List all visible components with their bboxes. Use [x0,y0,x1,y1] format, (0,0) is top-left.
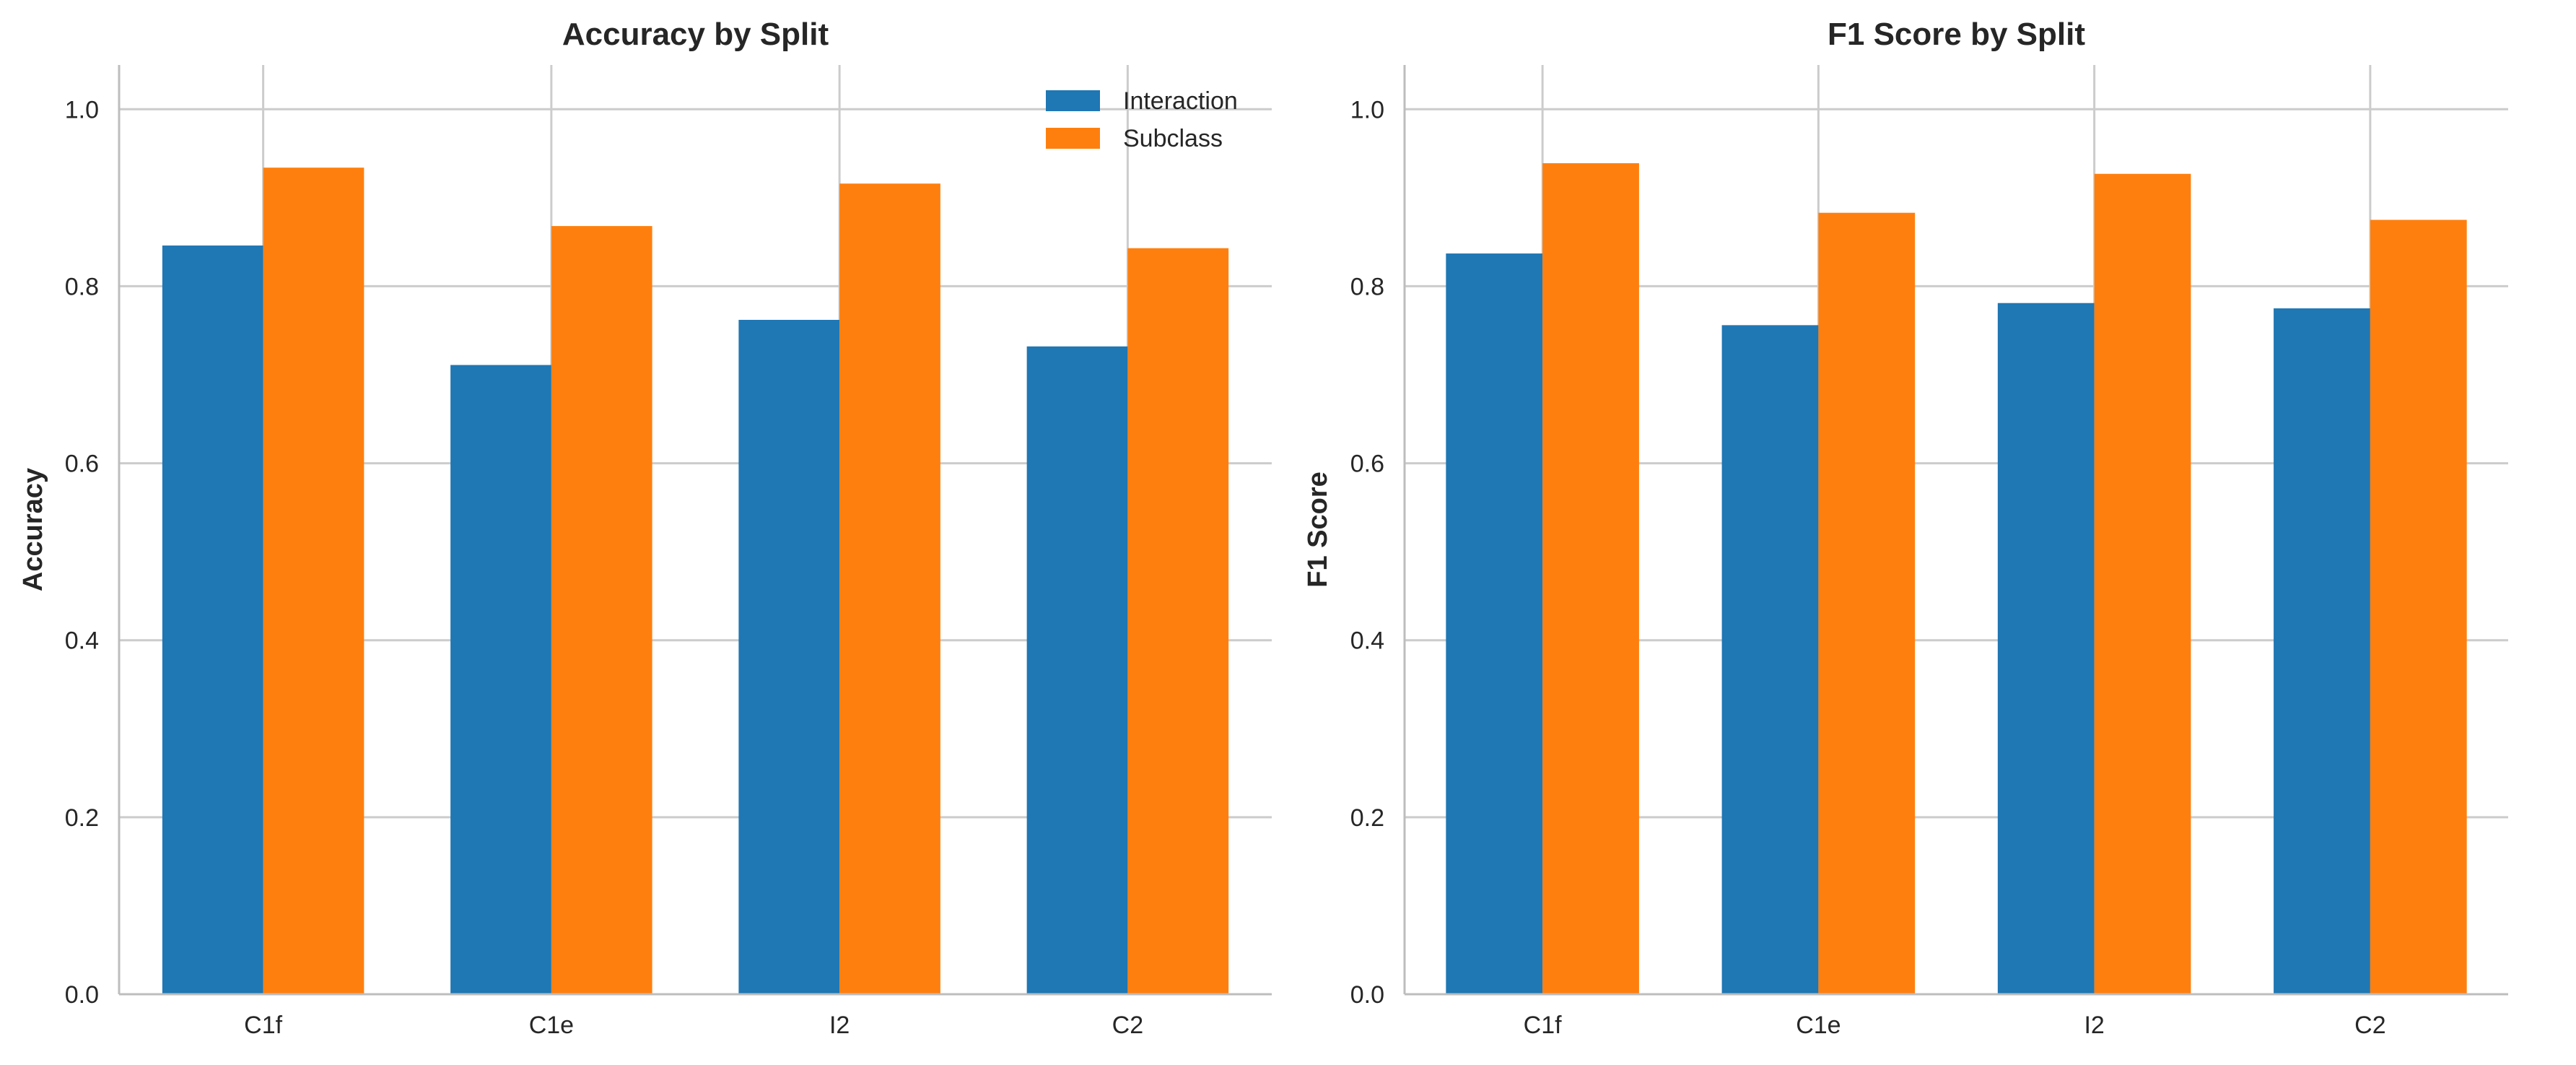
bar-subclass-c1f [263,168,364,994]
y-axis-label: F1 Score [1303,471,1333,588]
bar-interaction-i2 [1997,303,2095,994]
y-axis-label: Accuracy [18,468,48,591]
bar-subclass-c2 [1127,248,1229,994]
y-tick-label: 0.6 [1350,451,1384,478]
bar-subclass-c2 [2370,219,2467,994]
chart-panel-2: 0.0 0.2 0.4 0.6 0.8 1.0 C1f C1e I2 C2 F1 Score by … [1303,17,2508,1039]
legend: Interaction Subclass [1046,87,1238,152]
bar-interaction-i2 [738,320,840,994]
y-tick-label: 0.4 [65,627,99,655]
bar-subclass-c1e [1818,212,1916,994]
bar-subclass-c1e [551,226,652,995]
legend-label: Subclass [1123,125,1223,152]
x-tick-label: I2 [2084,1012,2104,1039]
chart-panel-1: 0.0 0.2 0.4 0.6 0.8 1.0 C1f C1e I2 C2 Accuracy by … [18,17,1272,1039]
y-tick-label: 0.4 [1350,627,1384,655]
x-tick-label: C2 [2354,1012,2385,1039]
x-tick-label: C1e [1796,1012,1841,1039]
y-tick-label: 0.0 [1350,981,1384,1009]
legend-swatch-subclass [1046,128,1100,149]
chart-title: F1 Score by Split [1828,17,2085,52]
x-tick-label: C2 [1112,1012,1143,1039]
bar-interaction-c1e [1721,325,1819,994]
y-tick-label: 0.2 [65,804,99,832]
legend-swatch-interaction [1046,90,1100,111]
bar-interaction-c2 [1026,346,1128,995]
bar-subclass-i2 [2094,173,2191,995]
bar-interaction-c1f [1446,253,1543,994]
chart-title: Accuracy by Split [562,17,829,52]
y-tick-label: 0.8 [65,273,99,300]
bar-subclass-i2 [839,183,940,994]
x-tick-label: I2 [829,1012,850,1039]
x-tick-label: C1e [529,1012,574,1039]
x-tick-label: C1f [244,1012,282,1039]
y-tick-label: 0.0 [65,981,99,1009]
y-tick-label: 0.2 [1350,804,1384,832]
y-tick-label: 1.0 [65,96,99,123]
bar-interaction-c1f [162,245,263,995]
legend-label: Interaction [1123,87,1238,115]
y-tick-label: 1.0 [1350,96,1384,123]
y-tick-label: 0.6 [65,451,99,478]
y-tick-label: 0.8 [1350,273,1384,300]
bar-interaction-c1e [450,365,551,994]
bar-interaction-c2 [2274,308,2370,995]
x-tick-label: C1f [1524,1012,1562,1039]
bar-subclass-c1f [1542,163,1639,994]
